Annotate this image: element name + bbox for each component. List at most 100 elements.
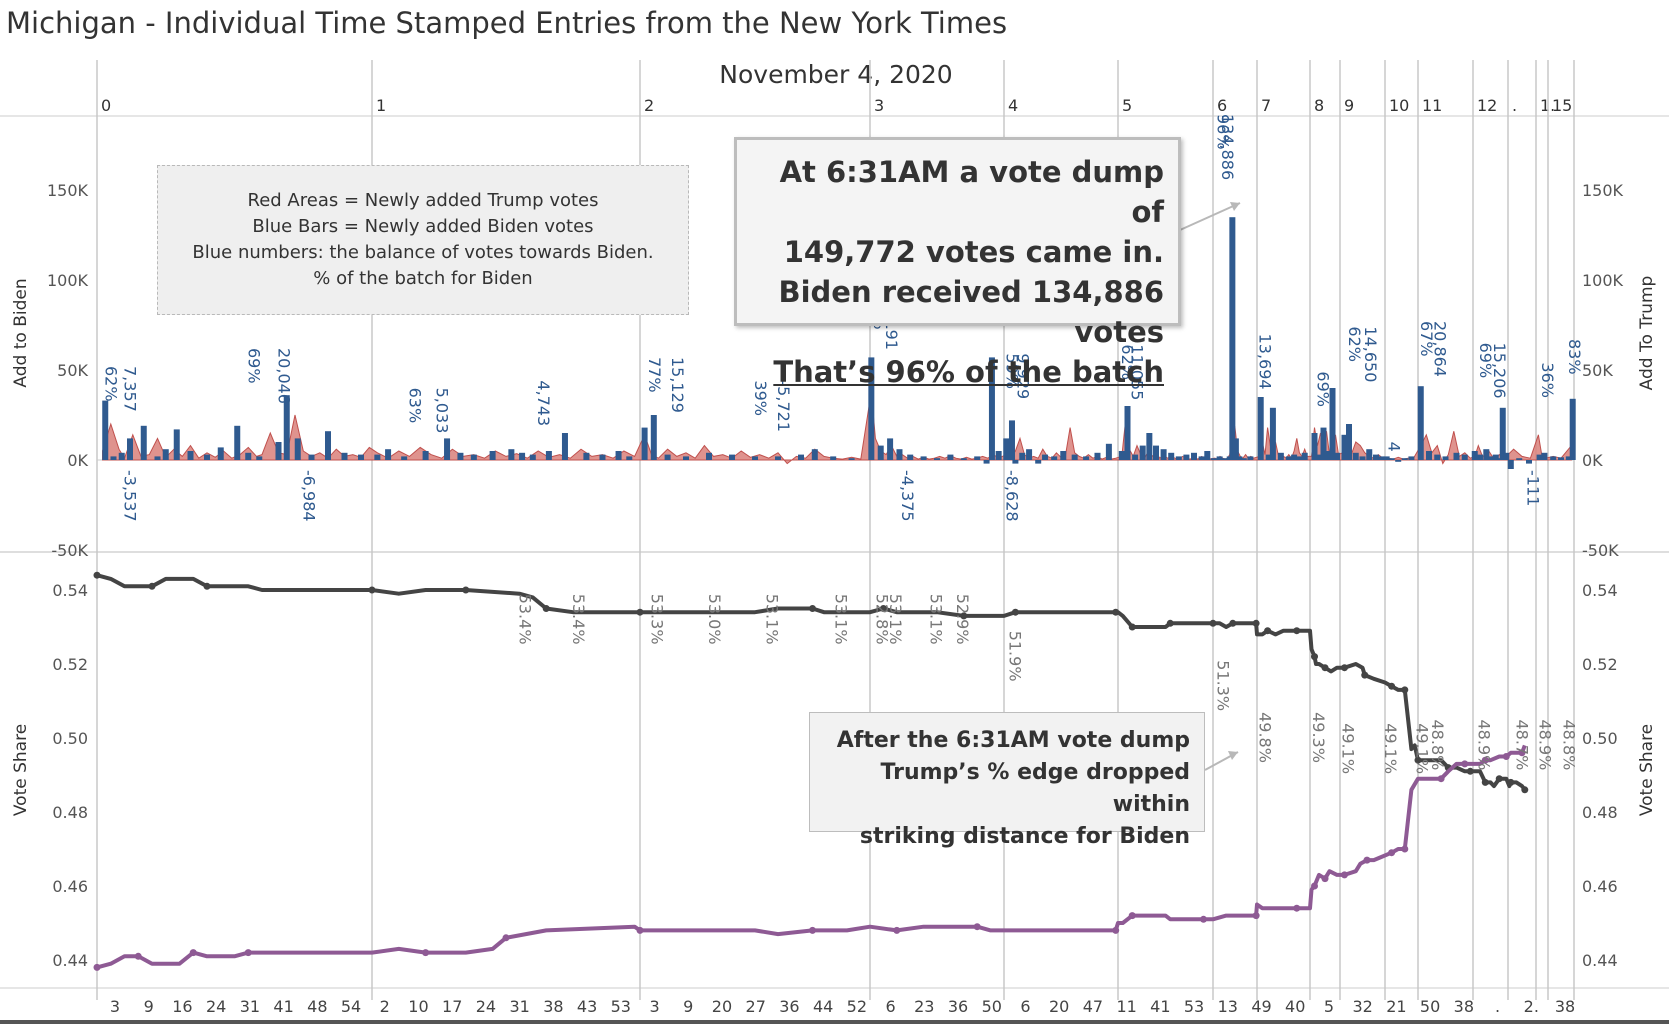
biden-bar [1565,456,1572,460]
minute-tick-label: 6 [1020,997,1030,1016]
biden-bar [1507,460,1514,469]
bar-data-label: 62% [1345,326,1364,362]
callout-arrowhead [1228,751,1238,760]
biden-bar [1269,407,1276,460]
share-data-label: 53.3% [648,594,667,645]
biden-bar [1221,458,1227,460]
trump-share-point [1388,682,1396,690]
trump-share-point [203,582,211,590]
biden-share-point [244,949,252,957]
biden-bar [1008,420,1015,460]
trump-share-line [96,573,1527,792]
y-tick-label-left: 0.54 [52,581,88,600]
biden-bar [489,451,496,460]
biden-bar [1408,456,1415,460]
share-data-label: 49.3% [1309,712,1328,763]
biden-bar [1378,456,1385,460]
biden-bar [1320,427,1327,460]
biden-bar [896,449,903,460]
share-data-label: 53.4% [569,594,588,645]
trump-share-point [636,608,644,616]
callout-line: After the 6:31AM vote dump [836,728,1190,753]
minute-tick-label: 2 [380,997,390,1016]
biden-share-point [1200,915,1207,923]
minute-tick-label: 2. [1524,997,1539,1016]
minute-tick-label: 41 [273,997,293,1016]
biden-bar [1285,456,1292,460]
hour-label: . [1512,96,1517,115]
biden-bar [1426,451,1432,460]
bar-data-label: 11,055 [1127,344,1146,400]
minute-tick-label: 17 [442,997,462,1016]
callout-line: Trump’s % edge dropped within [880,760,1190,817]
biden-bar [1094,452,1101,460]
bar-data-label: 5,033 [432,388,451,434]
y-axis-title-right: Vote Share [1637,724,1657,816]
biden-bar [1461,454,1468,460]
minute-tick-label: 21 [1386,997,1406,1016]
biden-bar [1516,458,1523,460]
biden-bar [102,400,109,460]
y-tick-label-right: 0.44 [1582,951,1618,970]
biden-bar [401,456,408,460]
biden-bar [1569,398,1576,460]
minute-tick-label: 38 [1555,997,1575,1016]
bar-data-label: 20,046 [275,348,294,404]
biden-share-point [1311,882,1318,890]
minute-tick-label: 9 [144,997,154,1016]
biden-bar [1550,456,1557,460]
biden-bar [374,454,381,460]
biden-bar [1153,445,1159,460]
trump-share-point [1414,756,1422,764]
biden-bar [887,438,894,460]
hour-label: 4 [1008,96,1018,115]
biden-bar [545,451,552,460]
y-tick-label-left: 150K [47,181,89,200]
date-header: November 4, 2020 [719,60,952,89]
biden-bar [341,452,348,460]
minute-tick-label: 24 [206,997,226,1016]
minute-tick-label: 3 [649,997,659,1016]
trump-share-point [1229,619,1237,627]
biden-bar [1035,460,1042,464]
biden-bar [127,438,133,460]
biden-bar [1240,458,1247,460]
hour-label: 5 [1122,96,1132,115]
bar-data-label: 15,206 [1490,343,1509,399]
minute-tick-label: 3 [110,997,120,1016]
bar-data-label: 7,357 [121,366,140,412]
biden-bar [752,456,758,460]
y-axis-title-left: Add to Biden [11,278,31,387]
legend-line: % of the batch for Biden [313,268,533,289]
biden-share-point [893,926,901,934]
biden-bar [1536,454,1543,460]
biden-share-point [1112,926,1120,934]
biden-bar [1019,452,1026,460]
biden-bar [1210,458,1217,460]
biden-bar [1071,454,1078,460]
trump-share-point [1128,623,1136,631]
bar-data-label: -3,537 [121,470,140,522]
biden-share-point [1401,845,1409,853]
bar-data-label: 69% [1314,371,1333,407]
biden-bar [1434,454,1441,460]
biden-bar [798,454,804,460]
biden-bar [1311,433,1318,460]
share-data-label: 53.1% [886,594,905,645]
trump-share-point [1521,786,1529,794]
biden-bar [1139,445,1146,460]
minute-tick-label: 13 [1218,997,1238,1016]
callout-line: That’s 96% of the batch [773,355,1164,389]
biden-bar [1492,454,1499,460]
hour-label: 1 [376,96,386,115]
biden-bar [920,456,927,460]
biden-bar [1352,452,1359,460]
biden-bar [947,454,954,460]
y-tick-label-right: 100K [1582,271,1624,290]
biden-bar [187,451,194,460]
biden-share-point [1128,912,1136,920]
biden-share-point [1321,875,1329,883]
biden-bar [1229,217,1236,460]
biden-bar [1346,424,1352,460]
